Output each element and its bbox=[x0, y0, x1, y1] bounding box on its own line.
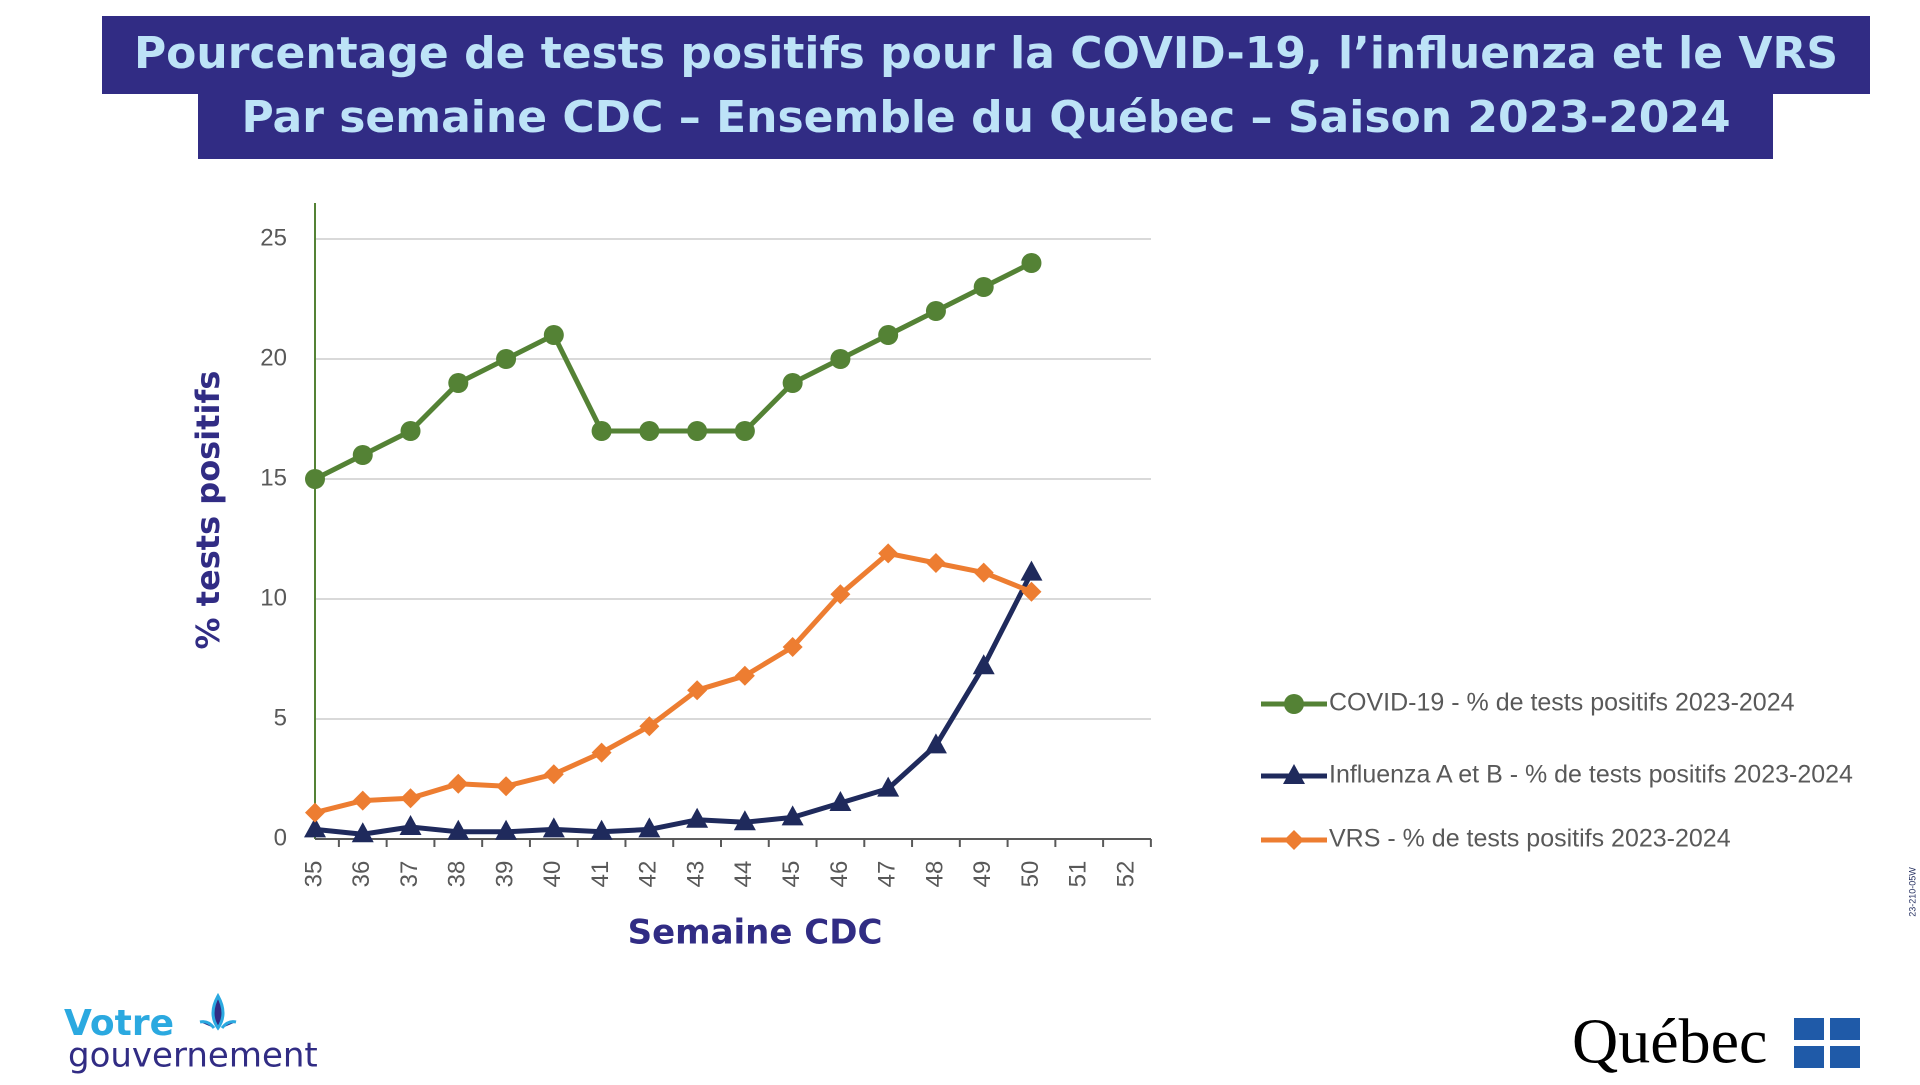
logo-text: Québec bbox=[1572, 1006, 1767, 1077]
marker bbox=[830, 584, 851, 605]
marker bbox=[591, 421, 612, 441]
marker bbox=[399, 815, 422, 835]
marker bbox=[351, 822, 374, 843]
code: 23-210-05W bbox=[1907, 867, 1917, 917]
marker bbox=[1283, 764, 1305, 784]
logo-icon bbox=[199, 992, 237, 1031]
marker bbox=[1284, 830, 1304, 850]
marker bbox=[639, 716, 660, 737]
x-tick-label: 36 bbox=[348, 861, 375, 888]
marker bbox=[830, 349, 851, 369]
marker bbox=[782, 637, 803, 657]
x-tick-label: 42 bbox=[635, 861, 662, 888]
marker bbox=[687, 680, 708, 701]
marker bbox=[734, 665, 755, 686]
x-tick-label: 45 bbox=[778, 861, 805, 888]
x-tick-label: 39 bbox=[491, 861, 518, 888]
marker bbox=[1020, 560, 1043, 581]
x-tick-label: 46 bbox=[826, 861, 853, 888]
y-tick-label: 10 bbox=[260, 584, 287, 611]
marker bbox=[782, 373, 803, 393]
x-tick-label: 48 bbox=[921, 861, 948, 888]
marker bbox=[924, 733, 947, 754]
x-tick-label: 43 bbox=[682, 861, 709, 888]
marker bbox=[447, 819, 470, 840]
legend-label: VRS - % de tests positifs 2023-2024 bbox=[1329, 825, 1731, 853]
marker bbox=[781, 805, 804, 826]
marker bbox=[304, 817, 326, 838]
series-line bbox=[313, 260, 1033, 482]
marker bbox=[400, 421, 421, 441]
marker bbox=[543, 325, 564, 345]
marker bbox=[733, 810, 756, 831]
marker bbox=[878, 325, 899, 345]
x-axis-label: Semaine CDC bbox=[628, 913, 883, 953]
y-tick-label: 0 bbox=[274, 824, 287, 851]
marker bbox=[305, 469, 325, 489]
marker bbox=[972, 654, 995, 675]
x-tick-label: 47 bbox=[874, 861, 901, 888]
marker bbox=[496, 776, 517, 797]
logo-flag bbox=[1794, 1018, 1860, 1068]
chart-title: Pourcentage de tests positifs pour la CO… bbox=[134, 28, 1838, 79]
y-tick-label: 5 bbox=[274, 704, 287, 731]
x-tick-label: 38 bbox=[444, 861, 471, 888]
marker bbox=[687, 421, 708, 441]
marker bbox=[973, 562, 994, 583]
marker bbox=[925, 553, 946, 573]
marker bbox=[1021, 581, 1042, 602]
x-tick-label: 37 bbox=[396, 861, 423, 888]
marker bbox=[1284, 694, 1304, 714]
marker bbox=[973, 277, 994, 297]
chart-subtitle: Par semaine CDC – Ensemble du Québec – S… bbox=[241, 92, 1730, 143]
marker bbox=[543, 764, 564, 785]
marker bbox=[829, 791, 852, 811]
x-tick-label: 40 bbox=[539, 861, 566, 888]
series-line bbox=[314, 571, 1034, 837]
marker bbox=[305, 802, 325, 823]
marker bbox=[638, 817, 661, 838]
y-tick-label: 25 bbox=[260, 224, 287, 251]
marker bbox=[1021, 253, 1042, 273]
x-tick-label: 50 bbox=[1017, 861, 1044, 888]
logo-text: Votre bbox=[64, 1003, 174, 1044]
x-tick-label: 52 bbox=[1112, 861, 1139, 888]
marker bbox=[590, 819, 613, 840]
marker bbox=[448, 373, 469, 393]
marker bbox=[591, 742, 612, 763]
marker bbox=[639, 421, 660, 441]
logo-text: gouvernement bbox=[68, 1036, 318, 1076]
marker bbox=[496, 349, 517, 369]
marker bbox=[734, 421, 755, 441]
series-line bbox=[314, 550, 1033, 816]
marker bbox=[877, 776, 900, 797]
title-box bbox=[102, 16, 1870, 94]
y-tick-label: 20 bbox=[260, 344, 287, 371]
marker bbox=[878, 543, 899, 564]
y-axis-label: % tests positifs bbox=[189, 371, 227, 650]
marker bbox=[448, 773, 469, 794]
marker bbox=[352, 445, 373, 465]
marker bbox=[352, 790, 373, 811]
marker bbox=[925, 301, 946, 321]
legend-label: COVID-19 - % de tests positifs 2023-2024 bbox=[1329, 689, 1795, 717]
marker bbox=[495, 819, 518, 840]
marker bbox=[400, 788, 421, 809]
marker bbox=[542, 817, 565, 838]
y-tick-label: 15 bbox=[260, 464, 287, 491]
x-tick-label: 51 bbox=[1065, 861, 1092, 888]
legend-label: Influenza A et B - % de tests positifs 2… bbox=[1329, 761, 1853, 789]
subtitle-box bbox=[198, 93, 1773, 159]
x-tick-label: 41 bbox=[587, 861, 614, 888]
marker bbox=[686, 807, 709, 828]
x-tick-label: 44 bbox=[730, 861, 757, 888]
x-tick-label: 35 bbox=[300, 861, 327, 888]
x-tick-label: 49 bbox=[969, 861, 996, 888]
